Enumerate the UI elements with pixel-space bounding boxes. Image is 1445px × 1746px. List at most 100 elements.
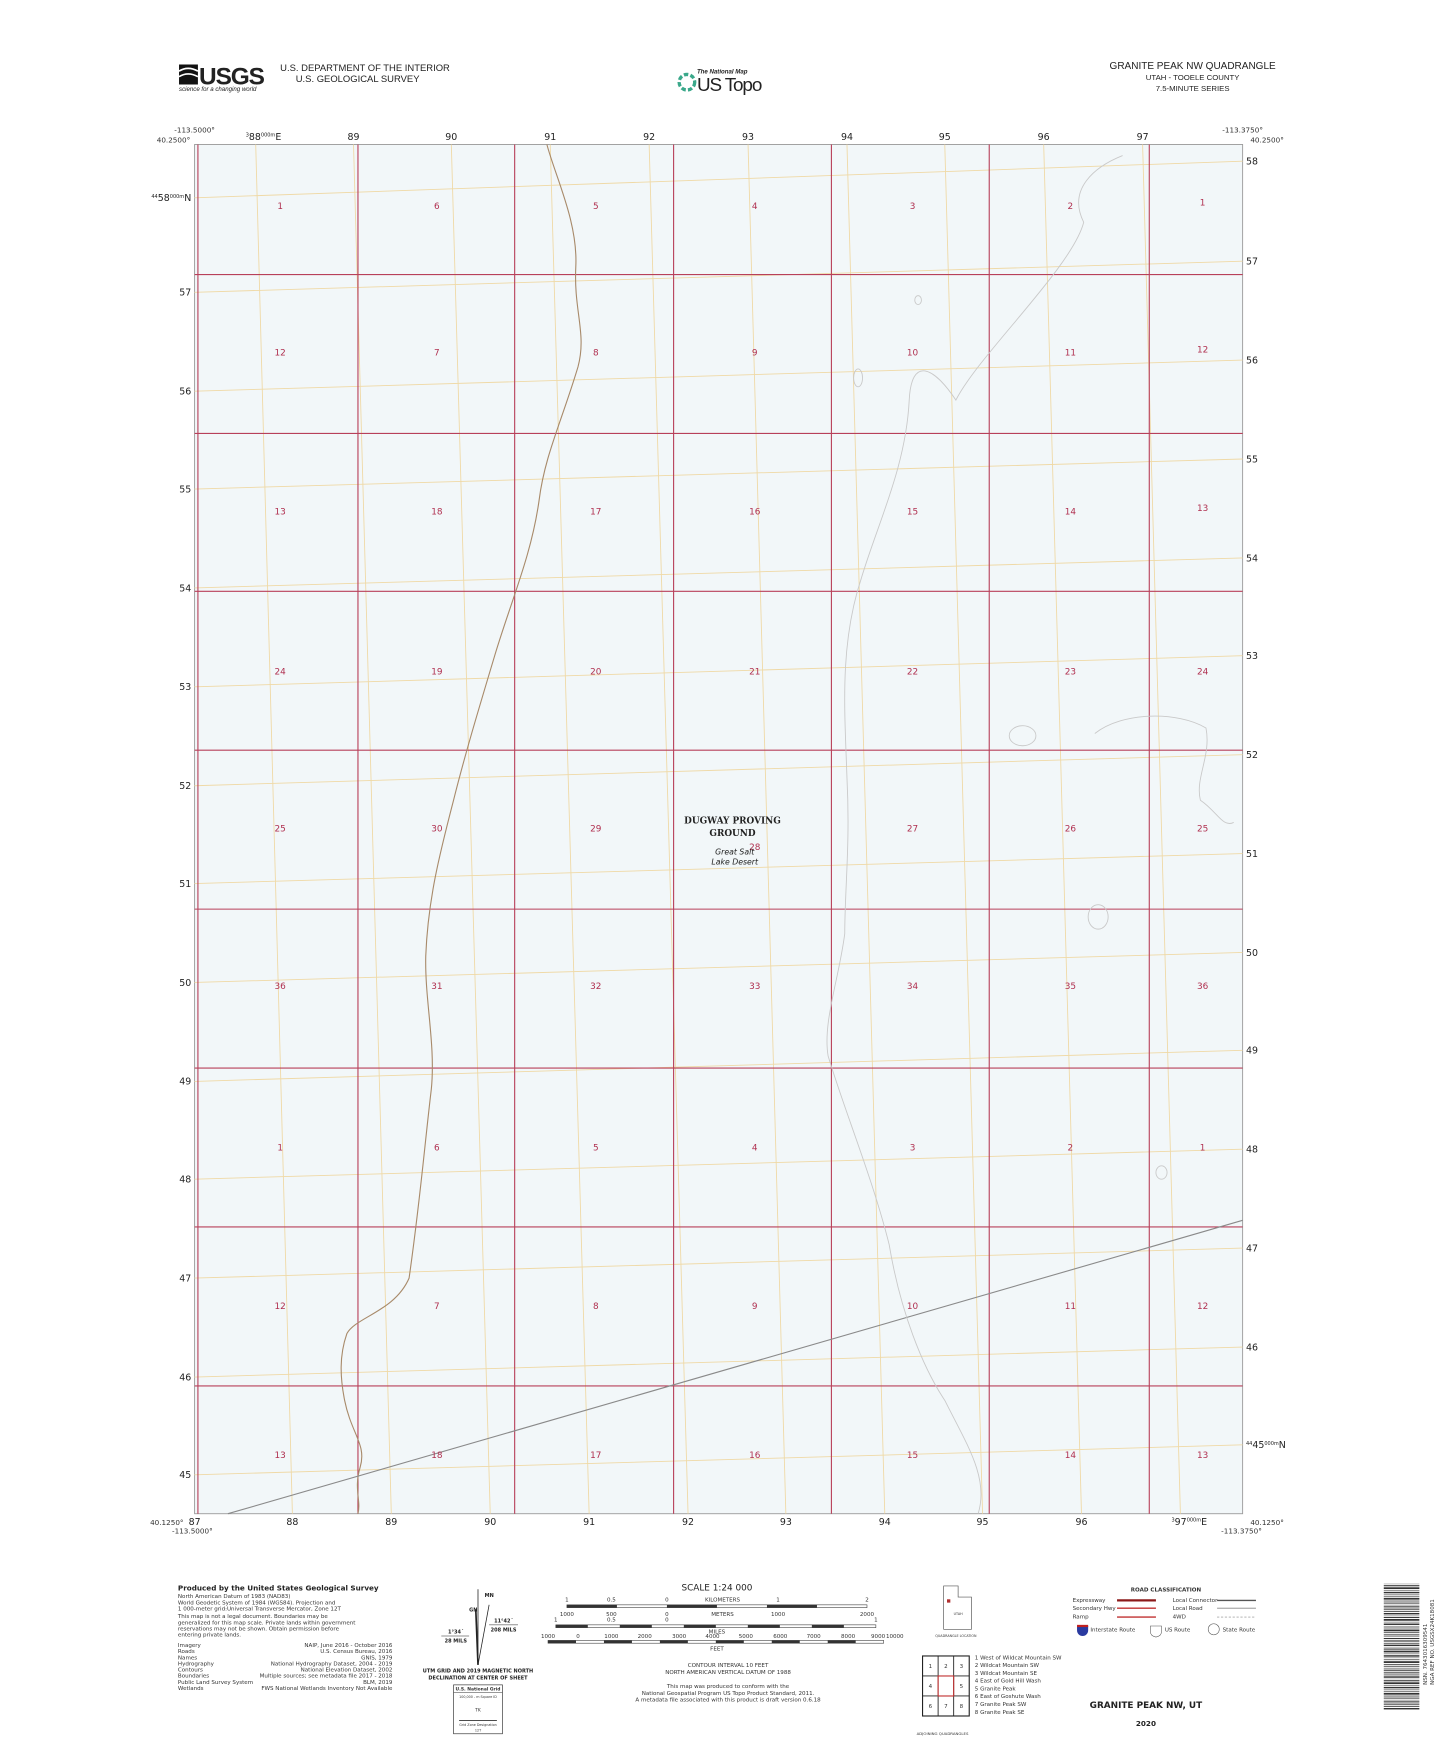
barcode-bar <box>1383 1690 1420 1692</box>
section-number: 5 <box>593 1143 599 1153</box>
section-number: 24 <box>275 668 287 678</box>
legal-note-line: This map is not a legal document. Bounda… <box>177 1614 328 1620</box>
northing-label: 57 <box>1246 257 1258 268</box>
adjoining-quad-name: 5 Granite Peak <box>975 1686 1017 1692</box>
easting-label: 397000mE <box>1171 1517 1207 1528</box>
depression-contour <box>1008 725 1037 747</box>
road-class-label: Ramp <box>1073 1615 1090 1621</box>
source-label: Imagery <box>178 1643 202 1649</box>
utm-easting-line <box>255 144 293 1514</box>
barcode-bar <box>1383 1634 1420 1636</box>
department-name: U.S. DEPARTMENT OF THE INTERIOR <box>280 63 450 74</box>
northing-label: 55 <box>1246 454 1258 465</box>
adjoining-cell-number: 1 <box>929 1664 933 1670</box>
section-number: 16 <box>749 508 761 518</box>
barcode-bar <box>1383 1692 1420 1695</box>
area-label-line2: GROUND <box>709 829 756 839</box>
feature-label-line1: Great Salt <box>715 848 755 857</box>
scale-bar-segment <box>548 1640 576 1644</box>
easting-label: 91 <box>583 1517 595 1528</box>
depression-contour <box>853 368 863 388</box>
easting-label: 88 <box>286 1517 298 1528</box>
m-label: METERS <box>711 1612 734 1618</box>
section-number: 2 <box>1068 1143 1074 1153</box>
easting-label: 90 <box>484 1517 496 1528</box>
utm-northing-line <box>194 458 1243 490</box>
mile-tick: 0.5 <box>607 1618 616 1624</box>
section-number: 20 <box>590 668 602 678</box>
northing-label: 50 <box>179 978 191 989</box>
northing-label: 56 <box>179 387 191 398</box>
plss-section-lines <box>194 144 1243 1514</box>
easting-label: 92 <box>643 132 655 143</box>
legal-note-line: generalized for this map scale. Private … <box>178 1620 356 1626</box>
adjoining-quad-name: 1 West of Wildcat Mountain SW <box>975 1655 1062 1661</box>
utm-easting-line <box>1043 144 1082 1514</box>
utm-northing-line <box>194 1444 1243 1476</box>
feet-tick: 3000 <box>672 1634 687 1640</box>
scale-bar-segment <box>666 1604 717 1608</box>
quad-location-marker <box>947 1599 951 1603</box>
m-tick: 1000 <box>560 1612 575 1618</box>
northing-label: 49 <box>179 1077 191 1088</box>
barcode-bar <box>1383 1671 1420 1674</box>
northing-label: 51 <box>1246 849 1258 860</box>
road-legend-title: ROAD CLASSIFICATION <box>1131 1588 1202 1594</box>
barcode-bar <box>1383 1585 1420 1587</box>
depression-contour <box>914 295 922 305</box>
production-notes: Produced by the United States Geological… <box>177 1583 393 1691</box>
utm-northing-line <box>194 557 1243 589</box>
adjoining-quad-name: 2 Wildcat Mountain SW <box>975 1663 1040 1669</box>
section-number: 14 <box>1065 508 1077 518</box>
adjoining-quad-name: 8 Granite Peak SE <box>975 1710 1025 1716</box>
easting-label: 91 <box>544 132 556 143</box>
utm-northing-line <box>194 1049 1243 1082</box>
northing-label: 48 <box>179 1175 191 1186</box>
barcode-bar <box>1383 1597 1420 1600</box>
barcode-bar <box>1383 1695 1420 1697</box>
ne-longitude: -113.3750° <box>1222 125 1263 134</box>
national-grid-title: U.S. National Grid <box>456 1686 501 1692</box>
scale-bar-segment <box>603 1640 632 1644</box>
map-series: 7.5-MINUTE SERIES <box>1156 84 1230 93</box>
barcode-bar <box>1383 1680 1420 1682</box>
northing-label: 54 <box>1246 553 1258 564</box>
section-number: 36 <box>275 982 287 992</box>
declination-caption-1: UTM GRID AND 2019 MAGNETIC NORTH <box>423 1669 533 1675</box>
utm-northing-line <box>194 260 1243 293</box>
easting-label: 89 <box>385 1517 397 1528</box>
utm-easting-line <box>353 144 392 1514</box>
section-number: 1 <box>1200 1143 1206 1153</box>
scale-bar-segment <box>766 1604 817 1608</box>
barcode-bar <box>1383 1612 1420 1615</box>
feet-tick: 2000 <box>638 1634 653 1640</box>
usgs-tagline: science for a changing world <box>179 86 257 93</box>
km-tick: 0 <box>665 1598 669 1604</box>
sw-longitude: -113.5000° <box>172 1527 213 1536</box>
source-label: Contours <box>178 1668 203 1674</box>
section-number: 15 <box>907 508 918 518</box>
northing-label: 46 <box>1246 1342 1258 1353</box>
utm-easting-line <box>944 144 984 1514</box>
grid-declination-angle: 1°34´ <box>448 1630 464 1636</box>
easting-label: 93 <box>780 1517 792 1528</box>
mile-tick: 1 <box>554 1618 558 1624</box>
utm-easting-line <box>450 144 491 1514</box>
source-value: NAIP, June 2016 - October 2016 <box>304 1643 392 1649</box>
quadrangle-location: UTAH QUADRANGLE LOCATION <box>935 1585 977 1638</box>
section-number: 13 <box>1197 1451 1208 1461</box>
utm-easting-line <box>549 144 590 1514</box>
feet-tick: 6000 <box>773 1634 788 1640</box>
standard-note: National Geospatial Program US Topo Prod… <box>642 1691 815 1697</box>
section-number: 11 <box>1065 349 1076 359</box>
northing-label: 53 <box>1246 651 1258 662</box>
easting-label: 89 <box>348 132 360 143</box>
northing-label: 50 <box>1246 948 1258 959</box>
adjoining-quad-name: 7 Granite Peak SW <box>975 1702 1027 1708</box>
mile-tick: 0 <box>665 1618 669 1624</box>
section-number: 28 <box>749 843 761 853</box>
barcode-bar <box>1383 1591 1420 1594</box>
source-value: BLM, 2019 <box>363 1680 393 1686</box>
